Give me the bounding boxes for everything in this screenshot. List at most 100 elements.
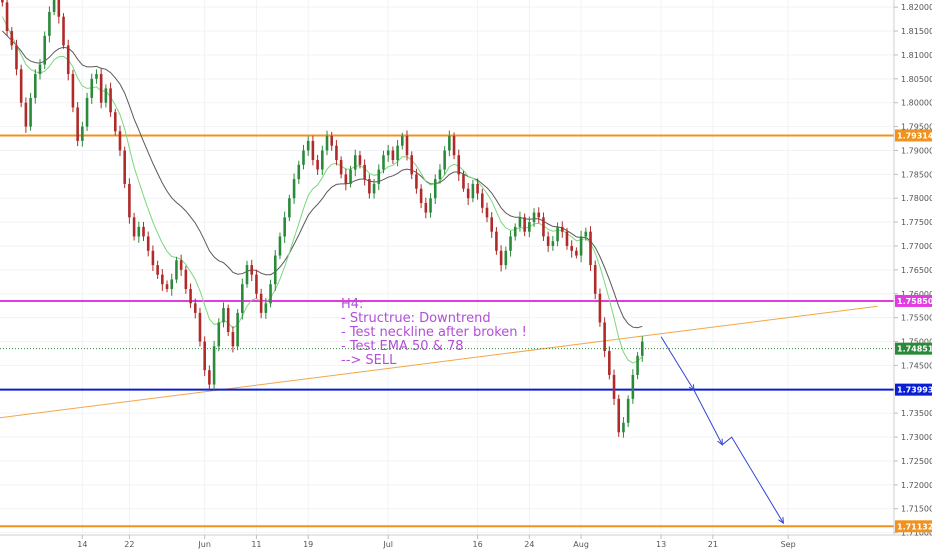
candle[interactable] [231, 326, 235, 353]
candle[interactable] [71, 69, 75, 113]
candle[interactable] [241, 278, 244, 320]
candle[interactable] [311, 135, 315, 166]
candle[interactable] [344, 168, 348, 191]
candle[interactable] [335, 140, 338, 166]
candle[interactable] [495, 227, 498, 255]
candle[interactable] [542, 212, 545, 241]
candle[interactable] [118, 125, 122, 157]
candle[interactable] [424, 197, 428, 219]
candle[interactable] [589, 226, 592, 271]
candle[interactable] [170, 273, 174, 296]
candle[interactable] [104, 84, 108, 108]
candle[interactable] [165, 280, 169, 293]
time-axis[interactable]: 14 22 Jun 11 19 Jul 16 24 Aug 13 21 Sep [77, 535, 796, 549]
candle[interactable] [631, 369, 635, 404]
candle[interactable] [10, 27, 14, 50]
price-axis[interactable]: 1.82000 1.81500 1.81000 1.80500 1.80000 1.795… [894, 3, 932, 538]
candle[interactable] [193, 298, 197, 319]
candle[interactable] [146, 231, 150, 257]
candle[interactable] [438, 164, 442, 184]
ema-50-line[interactable] [1, 16, 643, 364]
candle[interactable] [184, 265, 188, 294]
candle[interactable] [579, 230, 583, 263]
candle[interactable] [339, 156, 343, 179]
candle[interactable] [175, 256, 178, 284]
candle[interactable] [565, 227, 569, 250]
candle[interactable] [377, 164, 381, 191]
candle[interactable] [250, 259, 254, 282]
candle[interactable] [415, 168, 418, 194]
candle[interactable] [24, 97, 28, 133]
candle[interactable] [128, 178, 131, 224]
candle[interactable] [132, 212, 136, 241]
candle[interactable] [259, 288, 263, 319]
candle[interactable] [236, 309, 239, 351]
candle[interactable] [452, 132, 456, 160]
candle[interactable] [226, 304, 230, 337]
candle[interactable] [617, 394, 621, 437]
candle[interactable] [316, 154, 319, 175]
candle[interactable] [528, 216, 531, 238]
candle[interactable] [396, 139, 399, 167]
candle[interactable] [353, 149, 357, 177]
candle[interactable] [255, 269, 258, 299]
candle[interactable] [593, 260, 597, 300]
candle[interactable] [278, 232, 282, 260]
candle[interactable] [19, 64, 23, 108]
candle[interactable] [382, 150, 385, 174]
candle[interactable] [5, 0, 9, 37]
candle[interactable] [33, 69, 37, 104]
candle[interactable] [603, 317, 606, 358]
candle[interactable] [358, 150, 362, 169]
candle[interactable] [386, 144, 390, 162]
candle[interactable] [57, 0, 61, 24]
candle[interactable] [325, 130, 329, 156]
candle[interactable] [537, 207, 541, 224]
candle[interactable] [405, 130, 409, 161]
candle[interactable] [518, 211, 522, 232]
ema-78-line[interactable] [2, 30, 643, 329]
candle[interactable] [584, 227, 588, 241]
candle[interactable] [203, 336, 206, 376]
candle[interactable] [297, 160, 301, 184]
candle[interactable] [222, 302, 225, 328]
candle[interactable] [457, 149, 461, 182]
candle[interactable] [598, 288, 602, 327]
candle[interactable] [570, 240, 573, 258]
candle[interactable] [288, 194, 291, 222]
candle[interactable] [433, 174, 437, 205]
candle[interactable] [372, 178, 376, 199]
candle[interactable] [62, 13, 65, 49]
candle[interactable] [349, 165, 352, 188]
candle[interactable] [245, 260, 249, 288]
candle[interactable] [560, 221, 564, 238]
candle[interactable] [1, 0, 4, 7]
candle[interactable] [264, 298, 268, 319]
candle[interactable] [462, 170, 465, 192]
candle[interactable] [189, 283, 192, 309]
candle[interactable] [490, 212, 493, 238]
candle[interactable] [306, 136, 310, 156]
candle[interactable] [410, 151, 414, 180]
candle[interactable] [38, 59, 42, 80]
candle[interactable] [81, 121, 84, 147]
candle[interactable] [151, 245, 155, 271]
candle[interactable] [622, 417, 625, 438]
candle[interactable] [626, 395, 630, 428]
candle[interactable] [485, 202, 489, 223]
candle[interactable] [179, 254, 183, 276]
candle[interactable] [161, 269, 164, 291]
candle[interactable] [480, 188, 484, 214]
candle[interactable] [66, 39, 70, 81]
candle[interactable] [15, 39, 18, 76]
candle[interactable] [90, 73, 94, 104]
candle[interactable] [532, 208, 536, 227]
candle[interactable] [556, 222, 559, 247]
candle[interactable] [142, 221, 145, 241]
candle[interactable] [448, 130, 451, 157]
candle[interactable] [269, 279, 272, 308]
candle[interactable] [76, 102, 79, 147]
candle[interactable] [292, 173, 296, 204]
candle[interactable] [471, 179, 475, 203]
candle[interactable] [321, 145, 324, 176]
